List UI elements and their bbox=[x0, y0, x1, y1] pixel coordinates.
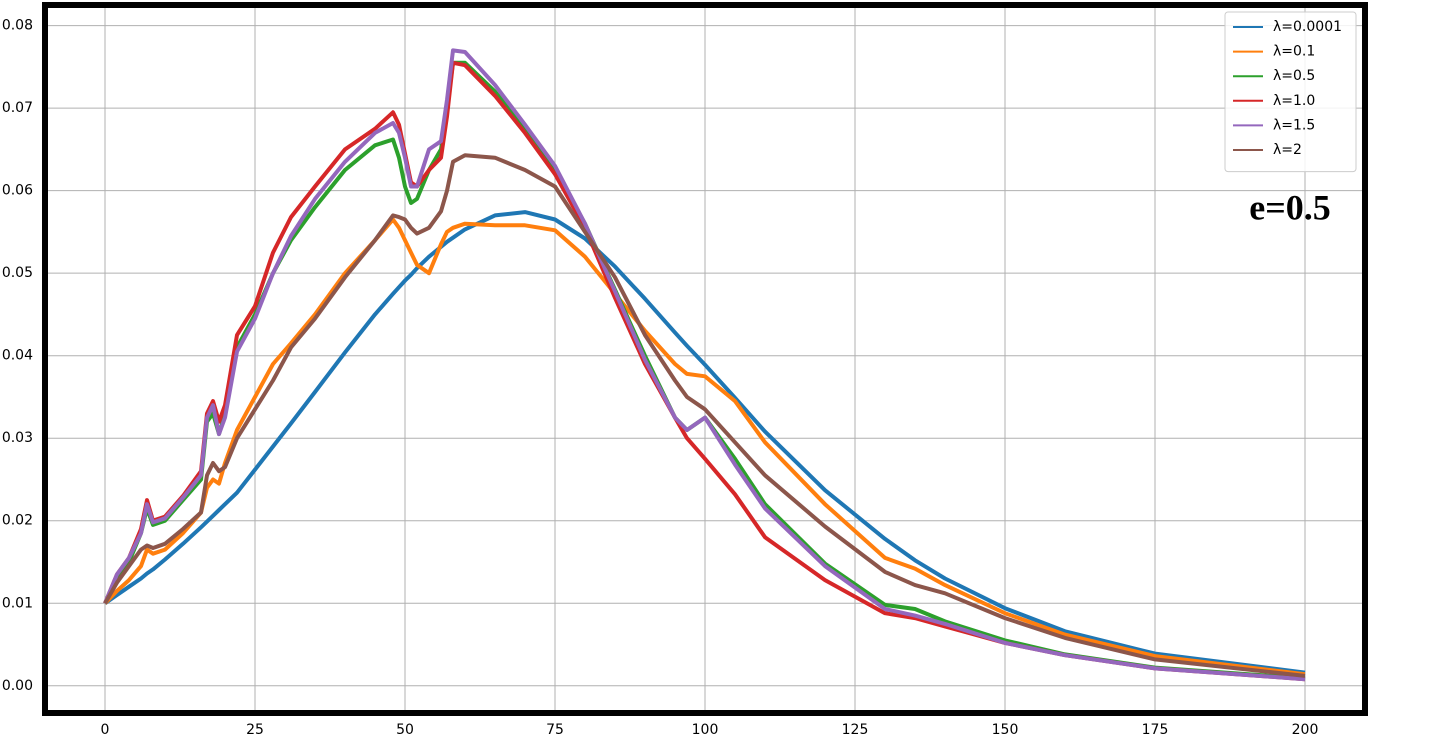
y-tick-label: 0.07 bbox=[2, 100, 33, 116]
y-tick-label: 0.06 bbox=[2, 183, 33, 199]
x-tick-label: 150 bbox=[992, 722, 1019, 737]
legend: λ=0.0001 λ=0.1 λ=0.5 λ=1.0 λ=1.5 λ=2 bbox=[1224, 11, 1357, 173]
y-tick-label: 0.01 bbox=[2, 595, 33, 611]
annotation: e=0.5 bbox=[1249, 187, 1331, 227]
legend-label: λ=0.1 bbox=[1273, 44, 1315, 60]
legend-label: λ=1.5 bbox=[1273, 117, 1315, 133]
x-tick-label: 175 bbox=[1142, 722, 1169, 737]
grid bbox=[45, 5, 1365, 713]
x-tick-label: 100 bbox=[692, 722, 719, 737]
legend-label: λ=2 bbox=[1273, 142, 1302, 158]
y-tick-label: 0.03 bbox=[2, 430, 33, 446]
lines bbox=[103, 48, 1306, 682]
series-line bbox=[103, 48, 1306, 682]
plot-frame bbox=[42, 2, 1368, 716]
x-tick-label: 125 bbox=[842, 722, 869, 737]
legend-label: λ=0.5 bbox=[1273, 68, 1315, 84]
legend-label: λ=1.0 bbox=[1273, 93, 1315, 109]
x-tick-label: 75 bbox=[546, 722, 564, 737]
y-tick-label: 0.08 bbox=[2, 18, 33, 34]
series-line bbox=[103, 153, 1306, 678]
y-tick-label: 0.05 bbox=[2, 265, 33, 281]
y-tick-label: 0.02 bbox=[2, 513, 33, 529]
x-tick-label: 200 bbox=[1292, 722, 1319, 737]
series-line bbox=[103, 60, 1306, 681]
y-tick-label: 0.04 bbox=[2, 348, 33, 364]
x-tick-label: 25 bbox=[246, 722, 264, 737]
y-tick-label: 0.00 bbox=[2, 678, 33, 694]
series-line bbox=[103, 210, 1306, 675]
legend-label: λ=0.0001 bbox=[1273, 19, 1342, 35]
x-tick-label: 0 bbox=[101, 722, 110, 737]
x-tick-label: 50 bbox=[396, 722, 414, 737]
